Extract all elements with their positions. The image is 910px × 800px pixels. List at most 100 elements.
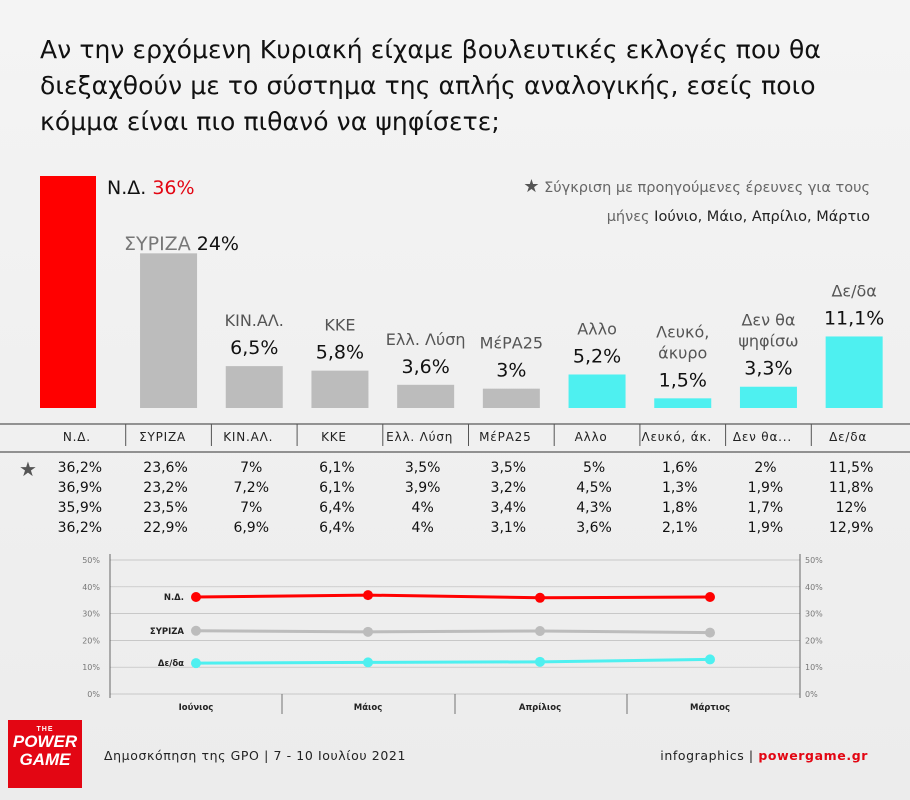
comparison-note-months: Ιούνιο, Μάιο, Απρίλιο, Μάρτιο bbox=[654, 209, 870, 225]
table-header: ΣΥΡΙΖΑ bbox=[139, 430, 186, 444]
table-cell: 23,2% bbox=[143, 480, 187, 496]
table-cell: 1,7% bbox=[748, 500, 784, 516]
x-tick-label: Μάιος bbox=[354, 703, 383, 713]
x-tick-label: Ιούνιος bbox=[179, 703, 214, 713]
table-cell: 23,6% bbox=[143, 460, 187, 476]
table-cell: 1,6% bbox=[662, 460, 698, 476]
y-tick-label: 0% bbox=[87, 690, 100, 699]
bar bbox=[825, 336, 883, 408]
bar bbox=[311, 370, 369, 408]
value-label: 11,1% bbox=[824, 307, 884, 329]
table-header: Ελλ. Λύση bbox=[386, 430, 453, 444]
bar bbox=[225, 366, 283, 408]
bar bbox=[482, 388, 540, 408]
table-cell: 3,4% bbox=[491, 500, 527, 516]
star-icon: ★ bbox=[523, 176, 540, 197]
table-cell: 3,1% bbox=[491, 520, 527, 536]
y-tick-label: 10% bbox=[82, 663, 100, 672]
data-point bbox=[705, 591, 715, 602]
data-point bbox=[363, 657, 373, 668]
table-cell: 6,4% bbox=[319, 500, 355, 516]
powergame-logo: THE POWER GAME bbox=[8, 720, 82, 788]
series-label: Ν.Δ. bbox=[164, 593, 184, 603]
y-tick-label: 10% bbox=[805, 663, 823, 672]
bar-label: ψηφίσω bbox=[738, 332, 798, 351]
table-cell: 3,5% bbox=[405, 460, 441, 476]
bar-label: ΣΥΡΙΖΑ 24% bbox=[124, 233, 239, 255]
table-header: Δεν θα... bbox=[733, 430, 792, 444]
table-header: ΜέΡΑ25 bbox=[479, 430, 531, 444]
bar-label: Δεν θα bbox=[741, 311, 795, 330]
logo-power: POWER bbox=[12, 732, 78, 751]
series-line bbox=[195, 657, 711, 665]
table-header: Λευκό, άκ. bbox=[642, 430, 712, 444]
table-cell: 3,9% bbox=[405, 480, 441, 496]
series-line bbox=[195, 593, 711, 600]
bar-label: Δε/δα bbox=[831, 281, 876, 300]
series-label: ΣΥΡΙΖΑ bbox=[150, 627, 185, 637]
value-label: 5,8% bbox=[316, 342, 364, 364]
table-cell: 4,5% bbox=[576, 480, 612, 496]
value-label: 3% bbox=[496, 360, 526, 382]
table-cell: 4,3% bbox=[576, 500, 612, 516]
table-cell: 1,9% bbox=[748, 520, 784, 536]
bar-label: Αλλο bbox=[577, 319, 617, 338]
table-header: Αλλο bbox=[575, 430, 608, 444]
table-header: ΚΙΝ.ΑΛ. bbox=[223, 430, 273, 444]
table-cell: 7% bbox=[240, 500, 262, 516]
bar bbox=[140, 253, 198, 408]
comparison-table: Ν.Δ. ΣΥΡΙΖΑ ΚΙΝ.ΑΛ. ΚΚΕ Ελλ. Λύση ΜέΡΑ25 Αλλο Λ… bbox=[0, 423, 910, 536]
data-point bbox=[191, 625, 201, 636]
table-cell: 6,1% bbox=[319, 460, 355, 476]
table-cell: 36,9% bbox=[58, 480, 102, 496]
bar-label: ΚΙΝ.ΑΛ. bbox=[225, 311, 284, 330]
y-tick-label: 50% bbox=[82, 556, 100, 565]
table-cell: 36,2% bbox=[58, 460, 102, 476]
value-label: 24% bbox=[197, 233, 239, 255]
data-point bbox=[535, 592, 545, 603]
data-point bbox=[191, 658, 201, 669]
table-cell: 6,1% bbox=[319, 480, 355, 496]
data-point bbox=[705, 654, 715, 665]
value-label: 3,3% bbox=[744, 358, 792, 380]
table-header: Δε/δα bbox=[829, 430, 867, 444]
data-point bbox=[191, 591, 201, 602]
x-tick-label: Μάρτιος bbox=[690, 703, 730, 713]
table-cell: 7,2% bbox=[233, 480, 269, 496]
table-cell: 4% bbox=[412, 520, 434, 536]
data-point bbox=[535, 656, 545, 667]
footer-site-link[interactable]: powergame.gr bbox=[758, 748, 868, 763]
trend-line-chart: 0% 0% 10% 10% 20% 20% 30% 30% 40% 40% 50% 50% Ιούνιο… bbox=[82, 554, 823, 714]
y-tick-label: 20% bbox=[805, 636, 823, 645]
bar bbox=[568, 374, 626, 408]
y-tick-label: 30% bbox=[805, 610, 823, 619]
logo-game: GAME bbox=[19, 750, 71, 769]
star-icon: ★ bbox=[19, 457, 37, 481]
comparison-note-text: Σύγκριση με προηγούμενες έρευνες για του… bbox=[544, 180, 870, 225]
y-tick-label: 20% bbox=[82, 636, 100, 645]
y-tick-label: 0% bbox=[805, 690, 818, 699]
table-cell: 36,2% bbox=[58, 520, 102, 536]
value-label: 36% bbox=[152, 177, 194, 199]
table-header: ΚΚΕ bbox=[321, 430, 347, 444]
table-cell: 2% bbox=[754, 460, 776, 476]
logo-the: THE bbox=[36, 726, 54, 733]
bar bbox=[397, 384, 455, 408]
table-cell: 6,9% bbox=[233, 520, 269, 536]
table-cell: 12,9% bbox=[829, 520, 873, 536]
bar-label: Ν.Δ. 36% bbox=[107, 177, 195, 199]
data-point bbox=[363, 626, 373, 637]
footer-source: Δημοσκόπηση της GPO | 7 - 10 Ιουλίου 202… bbox=[104, 748, 407, 763]
y-tick-label: 30% bbox=[82, 610, 100, 619]
bar bbox=[739, 386, 797, 408]
table-cell: 11,8% bbox=[829, 480, 873, 496]
data-point bbox=[705, 627, 715, 638]
table-cell: 7% bbox=[240, 460, 262, 476]
footer-credit-prefix: infographics | bbox=[660, 748, 759, 763]
table-cell: 22,9% bbox=[143, 520, 187, 536]
table-cell: 35,9% bbox=[58, 500, 102, 516]
data-point bbox=[535, 626, 545, 637]
table-cell: 11,5% bbox=[829, 460, 873, 476]
